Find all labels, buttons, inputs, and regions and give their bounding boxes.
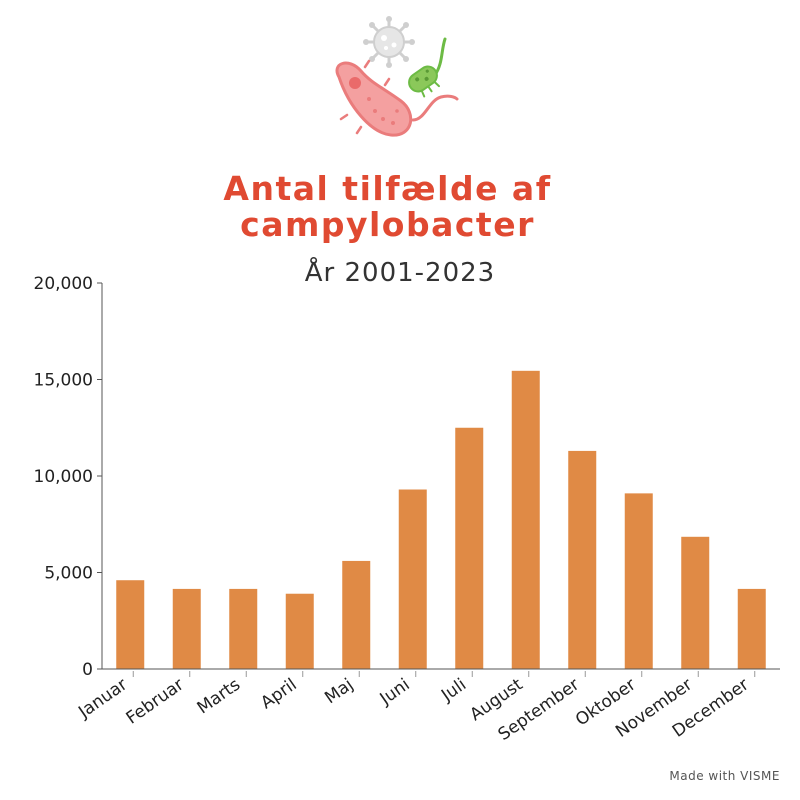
bar (568, 450, 597, 669)
y-tick-label: 5,000 (44, 564, 93, 584)
bar (229, 588, 258, 669)
virus-icon (363, 16, 415, 68)
x-tick-label: Juli (437, 675, 470, 706)
bar (624, 493, 653, 669)
bar (342, 560, 371, 669)
chart-subtitle: År 2001-2023 (304, 258, 496, 288)
bacterium-icon (335, 59, 459, 137)
y-tick-label: 20,000 (34, 274, 93, 294)
x-tick-label: Februar (123, 675, 188, 729)
bar (398, 489, 427, 669)
germs-illustration (335, 16, 459, 137)
chart-title-line-2: campylobacter (240, 205, 535, 244)
bar (116, 580, 145, 669)
x-tick-label: Januar (74, 675, 131, 723)
x-tick-label: April (257, 675, 300, 714)
bar (681, 536, 710, 669)
bar (511, 370, 540, 669)
bar (172, 588, 201, 669)
bar (285, 593, 314, 669)
y-tick-label: 15,000 (34, 371, 93, 391)
x-tick-label: Maj (321, 675, 357, 708)
y-tick-label: 10,000 (34, 467, 93, 487)
bar (737, 588, 766, 669)
bar (455, 427, 484, 669)
chart-title-line-1: Antal tilfælde af (223, 169, 552, 208)
y-tick-label: 0 (82, 660, 93, 680)
bacillus-icon (408, 37, 447, 98)
visme-watermark: Made with VISME (669, 769, 780, 783)
x-tick-label: Marts (194, 675, 245, 719)
x-tick-label: Juni (376, 675, 414, 710)
